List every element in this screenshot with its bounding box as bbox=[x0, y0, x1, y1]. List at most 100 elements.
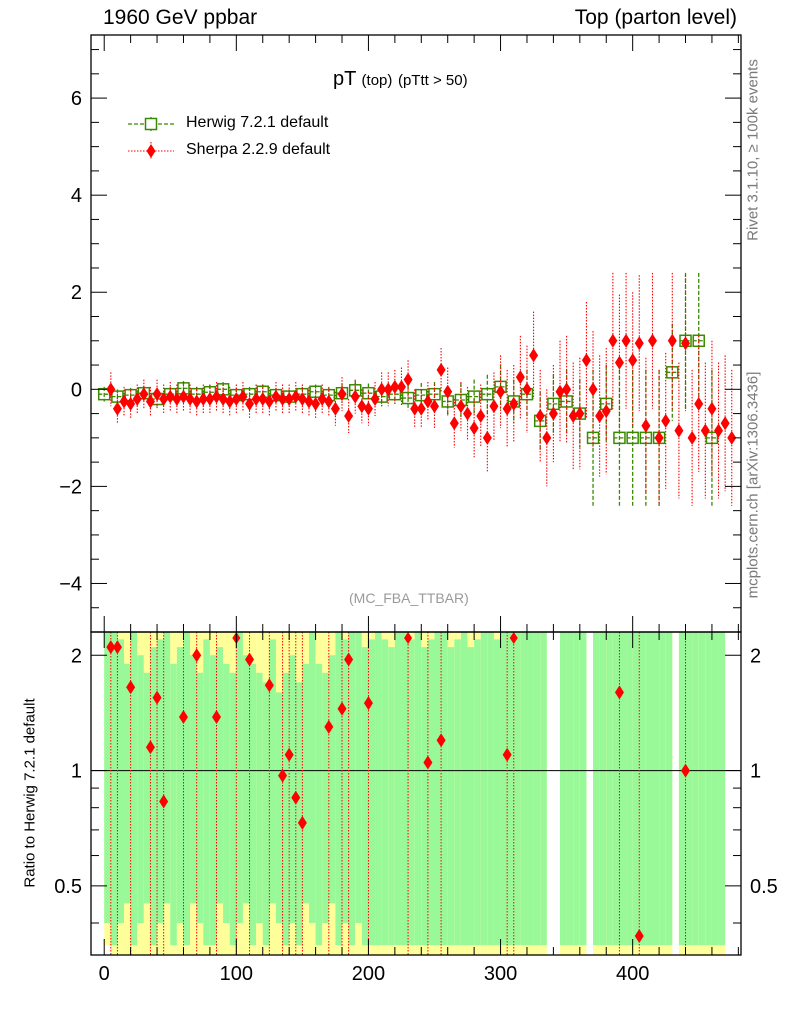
sherpa-point bbox=[509, 396, 519, 411]
ratio-tick-label-right: 2 bbox=[750, 645, 761, 667]
sherpa-point bbox=[119, 394, 129, 409]
sherpa-point bbox=[423, 394, 433, 409]
sherpa-point bbox=[654, 430, 664, 445]
sherpa-point bbox=[245, 396, 255, 411]
sherpa-point bbox=[416, 401, 426, 416]
sherpa-point bbox=[482, 430, 492, 445]
ratio-band-green bbox=[718, 632, 726, 946]
sherpa-series bbox=[106, 272, 737, 506]
y-tick-label: 0 bbox=[71, 379, 82, 401]
axis-ticks bbox=[91, 35, 741, 955]
ratio-band-green bbox=[500, 632, 508, 946]
ratio-band-green bbox=[137, 655, 144, 923]
ratio-band-green bbox=[493, 639, 501, 946]
ratio-band-green bbox=[361, 647, 369, 946]
ratio-band-green bbox=[262, 682, 270, 946]
ratio-tick-label-left: 2 bbox=[71, 645, 82, 667]
ratio-band-green bbox=[639, 632, 646, 946]
sherpa-point bbox=[621, 333, 631, 348]
ratio-point bbox=[436, 733, 446, 748]
ratio-point bbox=[324, 719, 334, 734]
sherpa-point bbox=[337, 387, 347, 402]
ratio-point bbox=[284, 747, 294, 762]
ratio-band-green bbox=[124, 663, 131, 904]
sherpa-point bbox=[548, 406, 558, 421]
ratio-point bbox=[178, 709, 188, 724]
sherpa-point bbox=[324, 394, 334, 409]
ratio-band-green bbox=[711, 632, 719, 946]
sherpa-point bbox=[258, 392, 268, 407]
ratio-band-green bbox=[322, 672, 329, 923]
sherpa-point bbox=[661, 413, 671, 428]
ratio-band-green bbox=[104, 632, 111, 923]
ratio-band-green bbox=[665, 632, 673, 946]
ratio-ylabel: Ratio to Herwig 7.2.1 default bbox=[21, 698, 39, 888]
ratio-band-green bbox=[408, 639, 415, 946]
ratio-point bbox=[509, 632, 518, 644]
ratio-point bbox=[145, 740, 155, 755]
ratio-plot-frame bbox=[90, 631, 742, 956]
sherpa-point bbox=[357, 399, 367, 414]
ratio-band-green bbox=[612, 632, 620, 946]
sherpa-point bbox=[463, 406, 473, 421]
sherpa-point bbox=[449, 416, 459, 431]
ratio-band-green bbox=[487, 632, 494, 946]
ratio-band-green bbox=[190, 655, 197, 904]
sherpa-point bbox=[192, 394, 202, 409]
legend-herwig-marker bbox=[144, 117, 158, 131]
ratio-point bbox=[159, 794, 169, 809]
sherpa-point bbox=[112, 401, 122, 416]
ratio-point bbox=[423, 755, 433, 770]
ratio-band-green bbox=[176, 647, 184, 923]
y-tick-label: −2 bbox=[59, 476, 82, 498]
sherpa-point bbox=[595, 409, 605, 424]
sherpa-point bbox=[601, 404, 611, 419]
sherpa-point bbox=[145, 394, 155, 409]
ratio-band-green bbox=[560, 632, 567, 946]
sherpa-point bbox=[496, 384, 506, 399]
sherpa-point bbox=[568, 409, 578, 424]
sherpa-point bbox=[694, 396, 704, 411]
ratio-band-green bbox=[692, 632, 699, 946]
ratio-band-green bbox=[196, 672, 204, 923]
sherpa-point bbox=[132, 392, 142, 407]
ratio-tick-label-left: 1 bbox=[71, 761, 82, 783]
sherpa-point bbox=[363, 401, 373, 416]
sherpa-point bbox=[720, 416, 730, 431]
ratio-band-green bbox=[626, 632, 633, 946]
ratio-band-green bbox=[216, 647, 224, 904]
legend bbox=[128, 117, 174, 160]
ratio-band-green bbox=[573, 632, 580, 946]
ratio-band-green bbox=[566, 632, 574, 946]
ratio-band-green bbox=[256, 672, 263, 923]
ratio-band-green bbox=[507, 632, 514, 946]
sherpa-point bbox=[271, 389, 281, 404]
ratio-point bbox=[212, 709, 222, 724]
sherpa-point bbox=[218, 392, 228, 407]
x-tick-label: 0 bbox=[99, 963, 110, 985]
sherpa-point bbox=[581, 353, 591, 368]
ratio-point bbox=[126, 680, 136, 695]
ratio-band-green bbox=[414, 632, 422, 946]
ratio-band-green bbox=[632, 632, 640, 946]
ratio-band-green bbox=[447, 647, 455, 946]
ratio-band-green bbox=[183, 632, 191, 946]
header-right: Top (parton level) bbox=[574, 6, 737, 29]
sherpa-point bbox=[311, 396, 321, 411]
sherpa-point bbox=[350, 389, 360, 404]
ratio-point bbox=[264, 678, 274, 693]
herwig-series bbox=[97, 272, 719, 506]
ratio-band-green bbox=[619, 632, 627, 946]
ratio-band-green bbox=[308, 632, 316, 923]
sherpa-point bbox=[443, 384, 453, 399]
ratio-band-green bbox=[394, 632, 402, 946]
ratio-band-green bbox=[328, 655, 336, 904]
sherpa-point bbox=[264, 394, 274, 409]
sherpa-point bbox=[291, 389, 301, 404]
ratio-tick-label-left: 0.5 bbox=[54, 876, 82, 898]
sherpa-point bbox=[284, 392, 294, 407]
ratio-band-green bbox=[170, 663, 177, 946]
ratio-band-green bbox=[295, 682, 303, 946]
ratio-band-green bbox=[460, 632, 468, 946]
